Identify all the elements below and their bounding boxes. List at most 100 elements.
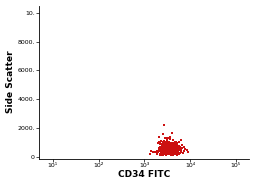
Point [112, 135, 116, 138]
Point [118, 149, 122, 152]
Point [80, 142, 84, 145]
Point [104, 152, 108, 155]
Point [115, 35, 119, 38]
Point [100, 18, 104, 21]
Point [115, 51, 119, 54]
Point [107, 146, 112, 149]
Point [72, 150, 76, 153]
Point [95, 56, 99, 59]
Point [106, 138, 110, 141]
Point [105, 150, 109, 153]
Point [105, 147, 109, 150]
Point [124, 147, 128, 149]
Point [114, 130, 118, 133]
Point [103, 139, 107, 142]
Point [96, 40, 100, 43]
Point [114, 89, 118, 92]
Point [107, 27, 111, 30]
Point [171, 141, 175, 144]
Point [93, 27, 97, 30]
Point [103, 29, 107, 32]
Point [108, 86, 113, 89]
Point [111, 101, 115, 104]
Point [76, 141, 80, 144]
Point [93, 21, 98, 24]
Point [169, 152, 173, 155]
Point [115, 50, 119, 53]
Point [160, 147, 164, 150]
Point [111, 134, 115, 137]
Point [172, 149, 176, 152]
Point [117, 54, 121, 57]
Point [115, 146, 119, 149]
Point [108, 122, 112, 125]
Point [108, 110, 112, 113]
Point [100, 111, 104, 114]
Point [125, 53, 129, 56]
Point [97, 145, 101, 148]
Point [111, 51, 115, 53]
Point [112, 154, 116, 157]
Point [115, 56, 119, 59]
Point [99, 65, 103, 68]
Point [99, 41, 103, 44]
Point [122, 56, 126, 59]
Point [109, 149, 113, 152]
Point [118, 54, 122, 57]
Point [92, 132, 96, 134]
Point [106, 93, 110, 96]
Point [107, 99, 111, 102]
Point [102, 74, 106, 77]
Point [105, 23, 109, 26]
Point [81, 135, 85, 138]
Point [111, 33, 115, 36]
Point [111, 137, 115, 139]
Point [175, 149, 179, 152]
Point [98, 17, 102, 20]
Point [102, 144, 106, 147]
Point [89, 108, 93, 111]
Point [102, 70, 106, 73]
Point [106, 138, 110, 141]
Point [100, 14, 104, 17]
Point [107, 119, 112, 122]
Point [110, 84, 114, 87]
Point [107, 131, 111, 134]
Point [106, 52, 110, 55]
Point [104, 18, 108, 21]
Point [110, 120, 114, 123]
Point [106, 50, 110, 53]
Point [102, 89, 106, 92]
Point [93, 143, 97, 146]
Point [77, 134, 81, 137]
Point [101, 46, 105, 49]
Point [112, 115, 116, 118]
Point [119, 26, 123, 28]
Point [110, 137, 114, 140]
Point [120, 137, 124, 140]
Point [88, 128, 92, 131]
Point [106, 63, 110, 66]
Point [123, 46, 127, 48]
Point [103, 75, 107, 78]
Point [106, 151, 110, 154]
Point [130, 30, 134, 33]
Point [128, 62, 132, 65]
Point [121, 102, 125, 105]
Point [100, 77, 104, 80]
Point [115, 15, 119, 18]
Point [117, 107, 121, 110]
Point [87, 98, 91, 101]
Point [124, 102, 128, 105]
Point [172, 23, 176, 26]
Point [103, 30, 107, 33]
Point [107, 45, 111, 48]
Point [118, 114, 122, 117]
Point [107, 106, 111, 109]
Point [99, 80, 103, 83]
Point [174, 117, 178, 120]
Point [70, 134, 74, 137]
Point [118, 104, 122, 107]
Point [106, 83, 110, 86]
Point [99, 24, 103, 27]
